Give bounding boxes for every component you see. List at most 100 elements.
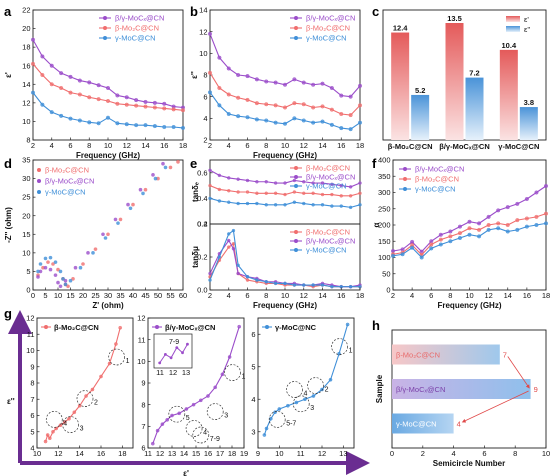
bar-category-label: β-Mo₂C@CN bbox=[396, 351, 440, 360]
semicircle-marker bbox=[292, 395, 310, 413]
gamma-moc-point bbox=[236, 114, 241, 119]
beta-gamma-moc-point bbox=[264, 180, 268, 184]
y-tick-label: 30 bbox=[22, 174, 30, 183]
gamma-moc-point bbox=[40, 102, 45, 107]
x-tick-label: 2 bbox=[31, 141, 35, 150]
semicircle-annotation: 1 bbox=[349, 348, 353, 355]
gamma-moc-point bbox=[208, 196, 212, 201]
semicircle-annotation: 5 bbox=[186, 415, 190, 422]
semicircle-marker bbox=[268, 411, 286, 428]
bar-value-label: 4 bbox=[457, 420, 461, 429]
legend-marker bbox=[403, 187, 407, 191]
x-tick-label: 45 bbox=[141, 291, 149, 300]
y-tick-label: 0.4 bbox=[197, 220, 207, 229]
gamma-moc-point bbox=[410, 245, 415, 250]
beta-gamma-moc-cole-point bbox=[227, 355, 232, 359]
gamma-moc-cole-point bbox=[320, 387, 324, 392]
beta-gamma-moc-point bbox=[231, 247, 236, 251]
beta-gamma-moc-cole-point bbox=[160, 422, 165, 426]
gamma-moc-point bbox=[227, 232, 231, 236]
gamma-moc-point bbox=[486, 227, 491, 232]
semicircle-marker bbox=[185, 420, 203, 437]
beta-gamma-moc-point bbox=[217, 173, 222, 178]
x-tick-label: 2 bbox=[421, 449, 425, 458]
beta-gamma-moc-point bbox=[505, 205, 510, 210]
legend-marker bbox=[403, 177, 407, 181]
gamma-moc-point bbox=[53, 260, 58, 264]
y-tick-label: 14 bbox=[199, 6, 207, 15]
x-tick-label: 10 bbox=[54, 291, 62, 300]
beta-mo2c-point bbox=[477, 227, 482, 232]
semicircle-bar bbox=[392, 379, 531, 399]
gamma-moc-point bbox=[273, 203, 278, 207]
bar-value-label: 10.4 bbox=[502, 41, 517, 50]
gamma-moc-point bbox=[207, 90, 212, 95]
gamma-moc-point bbox=[292, 283, 297, 287]
x-tick-label: 18 bbox=[118, 449, 126, 458]
legend-marker bbox=[294, 166, 298, 170]
x-tick-label: 18 bbox=[228, 449, 236, 458]
beta-mo2c-point bbox=[131, 202, 135, 207]
beta-mo2c-point bbox=[143, 187, 148, 192]
gamma-moc-cole-point bbox=[311, 394, 316, 398]
beta-gamma-moc-point bbox=[236, 72, 241, 77]
y-tick-label: 8 bbox=[203, 71, 207, 80]
gamma-moc-point bbox=[358, 203, 362, 207]
legend-label: β-Mo₂C@CN bbox=[45, 166, 89, 175]
beta-mo2c-point bbox=[348, 113, 353, 118]
bar-eps-imag bbox=[519, 107, 538, 140]
beta-mo2c-point bbox=[156, 176, 160, 181]
x-axis-label: Frequency (GHz) bbox=[76, 151, 140, 160]
beta-gamma-moc-point bbox=[59, 71, 64, 76]
semicircle-annotation: 2 bbox=[94, 400, 98, 407]
beta-gamma-moc-point bbox=[207, 31, 212, 36]
semicircle-annotation: 4 bbox=[63, 420, 67, 427]
gamma-moc-point bbox=[302, 283, 306, 287]
x-tick-label: 12 bbox=[123, 141, 131, 150]
beta-gamma-moc-point bbox=[301, 80, 306, 85]
y-tick-label: 150 bbox=[378, 237, 391, 246]
gamma-moc-point bbox=[236, 263, 240, 267]
beta-gamma-moc-cole-point bbox=[170, 413, 174, 418]
beta-mo2c-point bbox=[283, 192, 287, 197]
y-tick-label: 0.0 bbox=[197, 286, 207, 295]
beta-mo2c-point bbox=[544, 211, 549, 216]
gamma-moc-point bbox=[163, 165, 168, 170]
beta-mo2c-point bbox=[320, 104, 325, 109]
gamma-moc-point bbox=[438, 242, 443, 247]
bar-category-label: β/γ-MoCₓ@CN bbox=[396, 385, 445, 394]
gamma-moc-point bbox=[115, 121, 120, 126]
beta-mo2c-cole-point bbox=[90, 387, 95, 392]
beta-gamma-moc-point bbox=[311, 181, 315, 185]
beta-mo2c-point bbox=[236, 190, 240, 194]
beta-gamma-moc-cole-point bbox=[213, 385, 217, 390]
beta-gamma-moc-point bbox=[68, 74, 73, 79]
x-tick-label: 12 bbox=[300, 291, 308, 300]
beta-mo2c-point bbox=[41, 265, 45, 270]
gamma-moc-point bbox=[217, 103, 222, 108]
plot-frame bbox=[382, 9, 547, 141]
beta-gamma-moc-point bbox=[320, 81, 325, 86]
beta-gamma-moc-point bbox=[320, 181, 325, 185]
beta-mo2c-point bbox=[49, 82, 54, 87]
gamma-moc-point bbox=[227, 200, 231, 204]
beta-gamma-moc-point bbox=[126, 202, 130, 207]
legend-label: γ-MoC@CN bbox=[115, 34, 156, 43]
beta-mo2c-point bbox=[208, 183, 212, 188]
x-tick-label: 9 bbox=[256, 449, 260, 458]
gamma-moc-point bbox=[330, 285, 334, 289]
beta-mo2c-cole-point bbox=[51, 429, 55, 434]
beta-gamma-moc-point bbox=[330, 182, 334, 187]
gamma-moc-point bbox=[87, 120, 92, 125]
inset-line bbox=[159, 343, 188, 364]
gamma-moc-point bbox=[301, 118, 306, 123]
y-tick-label: 11 bbox=[138, 335, 146, 344]
beta-mo2c-point bbox=[217, 187, 222, 192]
subplot-title: γ-MoC@NC bbox=[275, 323, 317, 332]
x-tick-label: 18 bbox=[179, 141, 187, 150]
beta-gamma-moc-point bbox=[311, 82, 316, 87]
bar-category-label: γ-MoC@CN bbox=[396, 420, 437, 429]
gamma-moc-cole-point bbox=[262, 433, 267, 437]
panel-label-a: a bbox=[4, 4, 12, 19]
beta-mo2c-cole-point bbox=[114, 342, 118, 346]
